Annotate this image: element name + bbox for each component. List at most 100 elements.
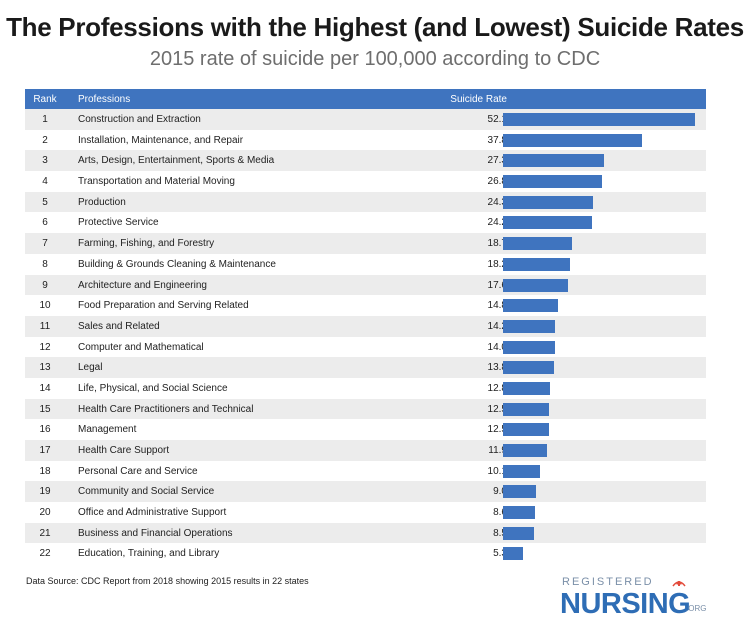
rank-cell: 10: [39, 300, 51, 312]
rate-bar: [503, 547, 523, 561]
profession-cell: Installation, Maintenance, and Repair: [78, 134, 244, 146]
rate-bar: [503, 340, 555, 354]
rate-bar: [503, 133, 643, 147]
rank-cell: 21: [39, 527, 51, 539]
logo-registered-text: REGISTERED: [562, 576, 654, 588]
profession-cell: Construction and Extraction: [78, 114, 201, 125]
table-row: 10 Food Preparation and Serving Related 14…: [25, 295, 706, 316]
rate-value-label: 14.0: [487, 341, 507, 353]
rate-bar: [503, 175, 602, 189]
rate-value-label: 12.5: [487, 424, 507, 436]
rank-cell: 4: [42, 176, 48, 188]
data-source-note: Data Source: CDC Report from 2018 showin…: [26, 576, 309, 586]
rank-cell: 3: [42, 155, 48, 167]
rate-value-label: 11.9: [488, 445, 507, 456]
table-row: 15 Health Care Practitioners and Technica…: [25, 398, 706, 420]
rate-value-label: 14.2: [487, 320, 507, 332]
rate-bar: [503, 319, 556, 333]
chart-title: The Professions with the Highest (and Lo…: [6, 12, 744, 42]
table-row: 12 Computer and Mathematical 14.0: [25, 336, 706, 358]
profession-cell: Business and Financial Operations: [78, 527, 233, 539]
table-row: 5 Production 24.3: [25, 191, 706, 213]
table-row: 14 Life, Physical, and Social Science 12.8: [25, 377, 706, 399]
table-row: 1 Construction and Extraction 52.1: [25, 109, 706, 130]
table-row: 22 Education, Training, and Library 5.3: [25, 543, 706, 565]
rate-value-label: 12.5: [487, 403, 507, 415]
profession-cell: Life, Physical, and Social Science: [78, 382, 228, 394]
profession-cell: Health Care Practitioners and Technical: [78, 403, 254, 415]
rate-bar: [503, 444, 547, 457]
rate-value-label: 9.0: [493, 486, 507, 498]
profession-cell: Building & Grounds Cleaning & Maintenanc…: [78, 258, 276, 270]
rate-bar: [503, 299, 558, 313]
rate-bar: [503, 237, 572, 251]
rank-cell: 5: [42, 196, 48, 208]
profession-cell: Personal Care and Service: [78, 465, 198, 477]
rank-cell: 8: [42, 258, 48, 270]
rank-cell: 13: [39, 362, 51, 374]
rank-cell: 22: [39, 548, 51, 560]
table-row: 18 Personal Care and Service 10.1: [25, 460, 706, 482]
profession-cell: Computer and Mathematical: [78, 341, 204, 353]
rank-cell: 7: [42, 238, 48, 250]
profession-cell: Education, Training, and Library: [78, 548, 220, 560]
rank-header: Rank: [33, 94, 57, 105]
table-row: 6 Protective Service 24.2: [25, 212, 706, 234]
rate-bar: [503, 381, 551, 395]
rate-value-label: 5.3: [493, 548, 507, 560]
rate-value-label: 18.7: [487, 238, 507, 250]
rate-bar: [503, 485, 537, 499]
table-row: 16 Management 12.5: [25, 419, 706, 440]
rank-cell: 6: [42, 217, 48, 229]
table-row: 7 Farming, Fishing, and Forestry 18.7: [25, 233, 706, 254]
rate-value-label: 8.6: [493, 507, 507, 519]
profession-cell: Production: [78, 196, 126, 208]
profession-cell: Architecture and Engineering: [78, 279, 207, 291]
table-row: 19 Community and Social Service 9.0: [25, 481, 706, 503]
rank-cell: 9: [42, 279, 48, 291]
rate-bar: [503, 195, 593, 209]
logo-nursing-text: NURSING: [560, 588, 691, 620]
medical-cross-icon: [672, 581, 686, 587]
profession-cell: Health Care Support: [78, 445, 170, 456]
rate-value-label: 27.3: [487, 155, 507, 167]
table-row: 9 Architecture and Engineering 17.6: [25, 274, 706, 296]
rank-cell: 14: [39, 382, 51, 394]
table-row: 3 Arts, Design, Entertainment, Sports & M…: [25, 150, 706, 172]
profession-cell: Protective Service: [78, 217, 159, 229]
rate-value-label: 8.5: [493, 527, 507, 539]
profession-cell: Farming, Fishing, and Forestry: [78, 238, 215, 250]
table-row: 11 Sales and Related 14.2: [25, 315, 706, 337]
rate-bar: [503, 278, 568, 292]
rate-value-label: 17.6: [487, 279, 507, 291]
table-row: 2 Installation, Maintenance, and Repair 37…: [25, 129, 706, 151]
registered-nursing-logo: REGISTERED NURSING .ORG: [560, 576, 710, 620]
table-row: 8 Building & Grounds Cleaning & Maintenan…: [25, 253, 706, 275]
rate-bar: [503, 154, 604, 168]
rate-bar: [503, 423, 550, 437]
rank-cell: 19: [39, 486, 51, 498]
table-row: 13 Legal 13.8: [25, 357, 706, 378]
table-row: 17 Health Care Support 11.9: [25, 440, 706, 461]
rank-cell: 16: [39, 424, 51, 436]
rate-value-label: 24.2: [487, 217, 507, 229]
table-row: 20 Office and Administrative Support 8.6: [25, 502, 706, 523]
profession-cell: Sales and Related: [78, 320, 160, 332]
profession-cell: Transportation and Material Moving: [78, 176, 235, 188]
rank-cell: 20: [39, 507, 51, 519]
logo-org-text: .ORG: [686, 604, 707, 613]
table-header: Rank Professions Suicide Rate: [25, 89, 706, 109]
rate-value-label: 18.2: [487, 258, 507, 270]
rate-header: Suicide Rate: [450, 94, 507, 105]
rank-cell: 12: [39, 341, 51, 353]
profession-header: Professions: [78, 94, 131, 105]
rate-value-label: 14.8: [487, 300, 507, 312]
profession-cell: Office and Administrative Support: [78, 507, 227, 519]
rank-cell: 15: [39, 403, 51, 415]
profession-cell: Management: [78, 424, 137, 436]
rate-bar: [503, 361, 554, 375]
rate-bar: [503, 506, 535, 520]
rank-cell: 2: [42, 134, 48, 146]
rate-value-label: 26.8: [487, 176, 507, 188]
rate-bar: [503, 526, 535, 540]
